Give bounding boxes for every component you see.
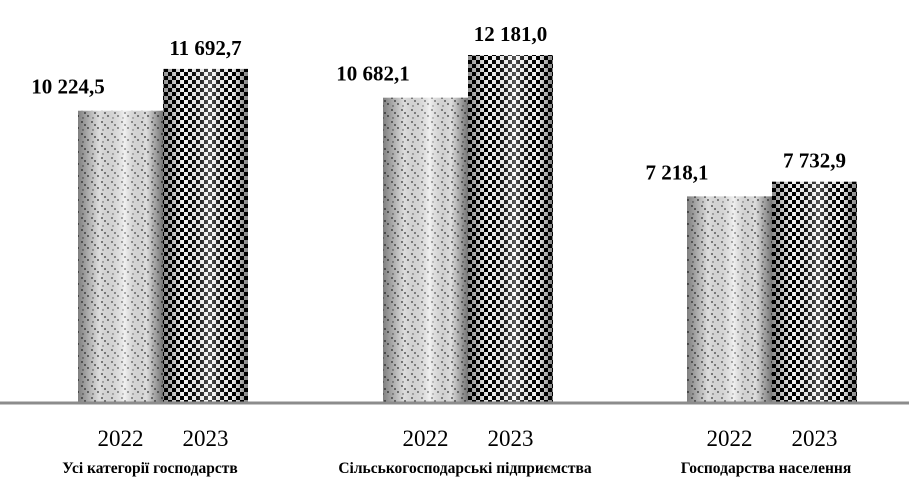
tick-label-2022-3: 2022	[707, 426, 753, 451]
category-label-2: Сільськогосподарські підприємства	[338, 460, 592, 477]
bar-2023-3	[772, 181, 857, 402]
data-label-2023-2: 12 181,0	[474, 22, 548, 46]
data-label-2023-1: 11 692,7	[169, 36, 241, 60]
data-label-2022-1: 10 224,5	[31, 75, 105, 99]
data-label-2022-3: 7 218,1	[646, 160, 709, 184]
tick-label-2023-1: 2023	[183, 426, 229, 451]
bar-2023-2	[468, 55, 553, 402]
bar-2022-3	[687, 196, 772, 402]
tick-label-2022-1: 2022	[98, 426, 144, 451]
bar-2023-1	[163, 68, 248, 403]
tick-label-2023-3: 2023	[792, 426, 838, 451]
data-label-2023-3: 7 732,9	[783, 149, 846, 173]
tick-label-2022-2: 2022	[403, 426, 449, 451]
category-label-1: Усі категорії господарств	[62, 460, 237, 477]
bar-2022-2	[383, 97, 468, 402]
bar-2022-1	[78, 110, 163, 402]
data-label-2022-2: 10 682,1	[336, 62, 410, 86]
tick-label-2023-2: 2023	[488, 426, 534, 451]
category-label-3: Господарства населення	[681, 460, 852, 477]
